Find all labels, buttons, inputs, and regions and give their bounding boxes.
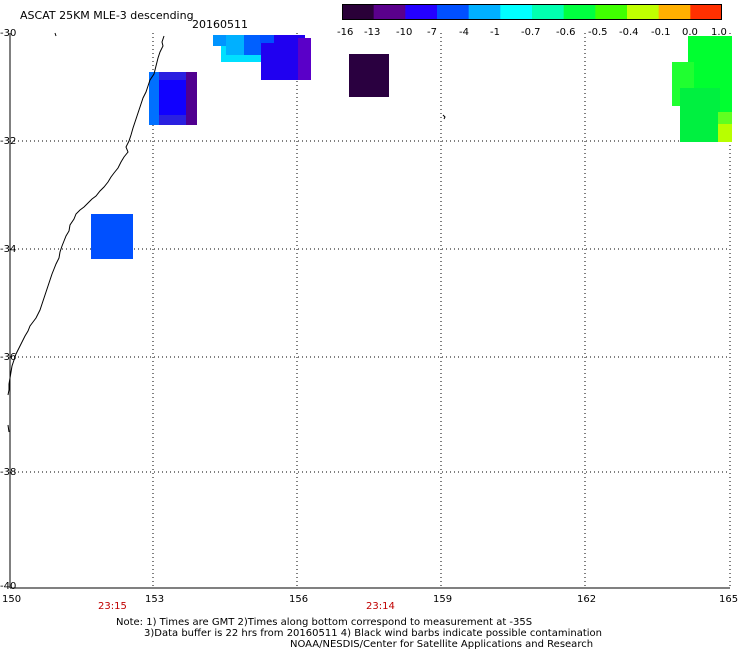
swath-cell — [349, 54, 389, 97]
wind-swath-cells — [91, 35, 732, 259]
colorbar-segment — [342, 4, 375, 20]
note-line-1: Note: 1) Times are GMT 2)Times along bot… — [116, 617, 533, 628]
colorbar-segment — [405, 4, 438, 20]
colorbar-segment — [373, 4, 406, 20]
coastline-tick — [54, 32, 57, 37]
colorbar-tick: -4 — [459, 27, 469, 38]
x-tick-label: 150 — [2, 594, 22, 605]
coastline — [7, 35, 165, 396]
swath-cell — [159, 80, 189, 115]
colorbar-tick: -0.1 — [651, 27, 671, 38]
colorbar-tick: -0.7 — [521, 27, 541, 38]
x-tick-label: 162 — [577, 594, 597, 605]
x-tick-label: 165 — [719, 594, 739, 605]
colorbar-tick: -7 — [427, 27, 437, 38]
swath-cell — [260, 35, 274, 43]
colorbar-tick: -0.6 — [556, 27, 576, 38]
gridlines — [10, 33, 731, 588]
product-title: ASCAT 25KM MLE-3 descending — [20, 9, 194, 22]
colorbar-tick: -13 — [364, 27, 381, 38]
colorbar — [342, 4, 723, 20]
colorbar-segment — [658, 4, 691, 20]
colorbar-tick: 0.0 — [682, 27, 698, 38]
island-marker — [442, 114, 446, 120]
colorbar-gradient — [342, 4, 723, 20]
colorbar-tick: -1 — [490, 27, 500, 38]
colorbar-segment — [627, 4, 660, 20]
pass-time-label: 23:15 — [98, 601, 127, 612]
colorbar-segment — [468, 4, 501, 20]
colorbar-segment — [563, 4, 596, 20]
x-tick-label: 159 — [433, 594, 453, 605]
swath-cell — [149, 72, 159, 125]
colorbar-tick: -0.4 — [619, 27, 639, 38]
colorbar-tick: -16 — [337, 27, 354, 38]
swath-cell — [680, 88, 720, 142]
y-tick-label: -38 — [0, 467, 17, 478]
colorbar-segment — [690, 4, 723, 20]
y-tick-label: -34 — [0, 244, 17, 255]
colorbar-segment — [437, 4, 470, 20]
colorbar-tick: -0.5 — [588, 27, 608, 38]
colorbar-segment — [500, 4, 533, 20]
swath-cell — [226, 35, 248, 55]
swath-cell — [298, 38, 311, 80]
colorbar-tick: 1.0 — [711, 27, 727, 38]
y-tick-label: -36 — [0, 352, 17, 363]
colorbar-segment — [532, 4, 565, 20]
colorbar-segment — [595, 4, 628, 20]
pass-time-label: 23:14 — [366, 601, 395, 612]
y-tick-label: -30 — [0, 28, 17, 39]
y-tick-label: -40 — [0, 581, 17, 592]
swath-cell — [91, 214, 133, 259]
product-date: 20160511 — [192, 18, 248, 31]
swath-cell — [718, 124, 732, 142]
note-line-2: 3)Data buffer is 22 hrs from 20160511 4)… — [144, 628, 602, 639]
x-tick-label: 153 — [145, 594, 165, 605]
y-tick-label: -32 — [0, 136, 17, 147]
x-tick-label: 156 — [289, 594, 309, 605]
swath-cell — [718, 112, 732, 127]
note-line-3: NOAA/NESDIS/Center for Satellite Applica… — [290, 639, 594, 650]
coastline-fragment — [7, 424, 10, 433]
colorbar-tick: -10 — [396, 27, 413, 38]
swath-cell — [186, 72, 197, 125]
